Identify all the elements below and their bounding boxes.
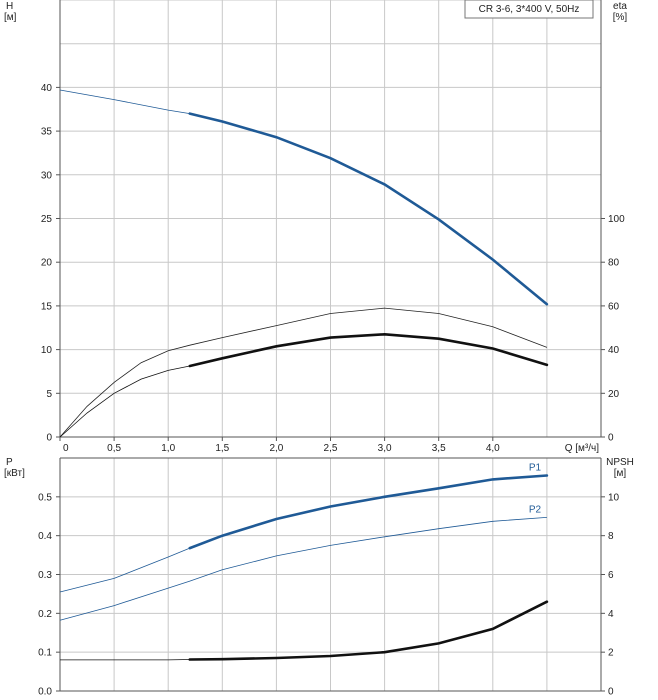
y-right-tick-label: 10 — [608, 492, 620, 503]
y-right-axis-unit: [м] — [614, 468, 627, 479]
x-tick-label: 3,5 — [432, 443, 446, 454]
y-right-tick-label: 60 — [608, 301, 620, 312]
chart-title: CR 3-6, 3*400 V, 50Hz — [479, 4, 580, 15]
series-line-operating-range — [188, 600, 549, 661]
y-right-tick-label: 20 — [608, 389, 620, 400]
x-axis-label: Q [м³/ч] — [565, 443, 600, 454]
y-right-tick-label: 4 — [608, 609, 614, 620]
y-left-tick-label: 0.5 — [38, 492, 52, 503]
y-right-tick-label: 0 — [608, 687, 614, 698]
x-tick-label: 2,5 — [324, 443, 338, 454]
y-left-tick-label: 0 — [46, 433, 52, 444]
x-tick-label: 1,0 — [161, 443, 175, 454]
y-left-tick-label: 20 — [41, 258, 53, 269]
series-label: P1 — [529, 462, 542, 473]
y-left-tick-label: 35 — [41, 127, 53, 138]
y-left-tick-label: 30 — [41, 170, 53, 181]
power-npsh-panel: 0.0 0.1 0.2 0.3 0.4 0.5 0 2 4 6 8 10 P[кВт] NPSH[м] P1… — [4, 457, 634, 698]
y-left-tick-label: 5 — [46, 389, 52, 400]
y-left-tick-label: 0.2 — [38, 609, 52, 620]
series-line-thin — [59, 89, 548, 305]
y-left-tick-label: 0.3 — [38, 570, 52, 581]
y-right-tick-label: 2 — [608, 648, 614, 659]
y-left-tick-label: 10 — [41, 345, 53, 356]
x-tick-label: 0 — [63, 443, 69, 454]
y-right-tick-label: 0 — [608, 433, 614, 444]
y-right-tick-label: 8 — [608, 531, 614, 542]
y-right-axis-title: eta — [613, 1, 627, 12]
series-label: P2 — [529, 504, 542, 515]
title-box — [464, 0, 594, 19]
y-right-tick-label: 100 — [608, 214, 625, 225]
x-tick-label: 3,0 — [378, 443, 392, 454]
y-right-tick-label: 80 — [608, 258, 620, 269]
series-line-operating-range — [188, 474, 549, 550]
x-tick-label: 1,5 — [215, 443, 229, 454]
y-right-axis-title: NPSH — [606, 457, 634, 468]
y-right-axis-unit: [%] — [613, 12, 628, 23]
series-line-operating-range — [188, 332, 549, 368]
y-right-tick-label: 6 — [608, 570, 614, 581]
x-tick-label: 2,0 — [269, 443, 283, 454]
y-left-tick-label: 0.1 — [38, 648, 52, 659]
series-line-operating-range — [188, 112, 549, 306]
x-tick-label: 0,5 — [107, 443, 121, 454]
y-right-tick-label: 40 — [608, 345, 620, 356]
y-left-tick-label: 0.0 — [38, 687, 52, 698]
series-line-thin — [60, 601, 548, 661]
y-left-tick-label: 25 — [41, 214, 53, 225]
x-tick-label: 4,0 — [486, 443, 500, 454]
y-left-axis-unit: [м] — [4, 12, 17, 23]
y-left-axis-unit: [кВт] — [4, 468, 25, 479]
head-efficiency-panel: 0 5 10 15 20 25 30 35 40 0 20 40 60 80 100 0 0,5 1,0 1,5 2,… — [4, 0, 627, 454]
series-line-thin — [59, 517, 547, 621]
y-left-tick-label: 0.4 — [38, 531, 52, 542]
y-left-tick-label: 15 — [41, 301, 53, 312]
y-left-axis-title: H — [6, 1, 13, 12]
series-line-thin — [59, 307, 548, 438]
y-left-tick-label: 40 — [41, 83, 53, 94]
y-left-axis-title: P — [6, 457, 13, 468]
